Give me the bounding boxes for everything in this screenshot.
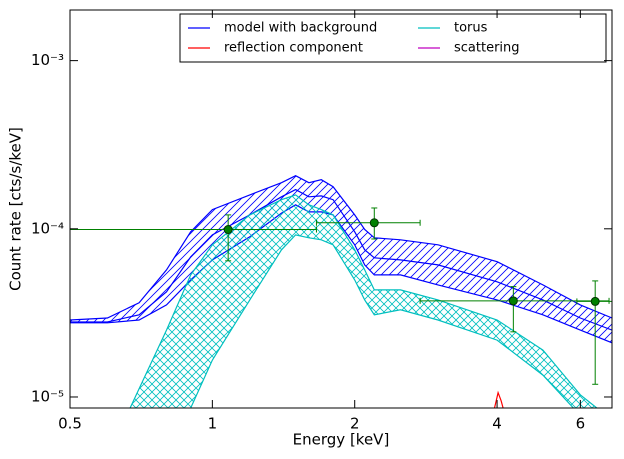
y-axis-label: Count rate [cts/s/keV] — [7, 127, 25, 291]
band-upper — [70, 175, 612, 321]
torus-band — [130, 194, 597, 408]
legend-label: reflection component — [224, 41, 363, 56]
model-line — [70, 188, 612, 331]
y-tick-label: 10⁻⁴ — [31, 219, 64, 237]
data-point — [508, 296, 518, 306]
x-tick-label: 1 — [208, 415, 218, 433]
y-tick-label: 10⁻⁵ — [31, 387, 64, 405]
legend-label: torus — [454, 21, 488, 36]
legend-box — [179, 13, 607, 63]
plot-area — [70, 175, 612, 408]
x-axis-label: Energy [keV] — [293, 431, 390, 449]
line — [493, 390, 504, 408]
legend-label: scattering — [454, 41, 520, 56]
data-point — [223, 225, 233, 235]
band-upper — [129, 194, 598, 408]
x-tick-label: 0.5 — [58, 415, 82, 433]
plot-frame — [69, 9, 613, 409]
legend-label: model with background — [224, 21, 377, 36]
x-tick-label: 2 — [350, 415, 360, 433]
y-tick-label: 10⁻³ — [31, 51, 64, 69]
x-tick-label: 4 — [492, 415, 502, 433]
band-lower — [190, 234, 574, 408]
data-point — [369, 218, 379, 228]
x-tick-label: 6 — [576, 415, 586, 433]
data-point — [590, 296, 600, 306]
legend: model with background torus reflection com… — [179, 13, 607, 63]
